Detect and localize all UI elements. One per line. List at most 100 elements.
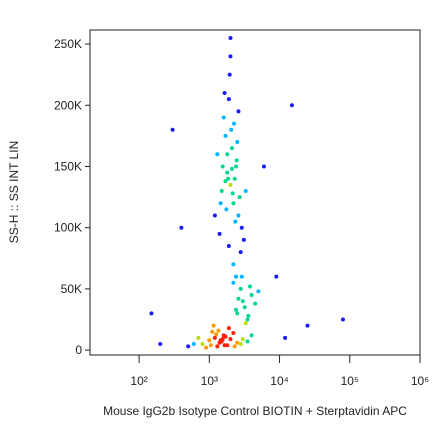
data-point [228, 54, 233, 59]
y-tick-label: 0 [75, 343, 82, 357]
data-point [229, 127, 234, 132]
data-point [228, 337, 233, 342]
data-point [249, 293, 254, 298]
data-point [207, 338, 212, 343]
x-tick-label: 10⁵ [341, 374, 359, 388]
data-point [242, 305, 247, 310]
data-point [235, 340, 240, 345]
data-point [228, 35, 233, 40]
data-point [217, 231, 222, 236]
data-point [219, 188, 224, 193]
y-tick-label: 250K [54, 37, 82, 51]
data-point [210, 329, 215, 334]
data-point [179, 225, 184, 230]
y-tick-label: 200K [54, 98, 82, 112]
data-point [170, 127, 175, 132]
data-point [222, 91, 227, 96]
data-point [243, 188, 248, 193]
y-axis-title: SS-H :: SS INT LIN [7, 141, 21, 243]
data-point [234, 307, 239, 312]
plot-frame [89, 29, 421, 356]
data-point [227, 72, 232, 77]
data-point [211, 323, 216, 328]
data-point [238, 286, 243, 291]
data-point [232, 176, 237, 181]
data-point [235, 140, 240, 145]
data-point [226, 97, 231, 102]
y-tick-label: 100K [54, 221, 82, 235]
data-point [222, 343, 227, 348]
x-tick-label: 10² [130, 374, 147, 388]
data-point [243, 321, 248, 326]
data-point [245, 339, 250, 344]
x-axis-title: Mouse IgG2b Isotype Control BIOTIN + Ste… [103, 404, 407, 418]
data-point [231, 201, 236, 206]
data-point [212, 213, 217, 218]
data-point [241, 237, 246, 242]
data-point [226, 176, 231, 181]
data-point [245, 317, 250, 322]
data-point [191, 341, 196, 346]
data-point [214, 332, 219, 337]
data-point [289, 103, 294, 108]
data-point [234, 274, 239, 279]
data-point [226, 326, 231, 331]
data-point [186, 344, 191, 349]
data-point [216, 328, 221, 333]
y-tick-label: 150K [54, 159, 82, 173]
data-point [224, 207, 229, 212]
data-point [283, 335, 288, 340]
data-point [238, 250, 243, 255]
data-point [204, 345, 209, 350]
data-point [234, 164, 239, 169]
data-point [200, 341, 205, 346]
data-point [230, 191, 235, 196]
data-point [208, 343, 213, 348]
data-point [215, 152, 220, 157]
x-tick-label: 10⁴ [270, 374, 289, 388]
x-tick-label: 10⁶ [411, 374, 429, 388]
data-point [240, 299, 245, 304]
data-point [305, 323, 310, 328]
data-point [234, 158, 239, 163]
data-point [221, 115, 226, 120]
data-point [237, 195, 242, 200]
data-point [248, 284, 253, 289]
data-point [196, 335, 201, 340]
data-point [215, 344, 220, 349]
data-point [253, 301, 258, 306]
data-point [235, 311, 240, 316]
data-point [232, 121, 237, 126]
data-point [249, 333, 254, 338]
data-point [229, 166, 234, 171]
data-point [220, 164, 225, 169]
data-point [149, 311, 154, 316]
data-point [212, 335, 217, 340]
data-point [231, 280, 236, 285]
x-tick-label: 10³ [201, 374, 218, 388]
data-point [232, 344, 237, 349]
data-point [261, 164, 266, 169]
data-point [231, 330, 236, 335]
data-point [340, 317, 345, 322]
data-point [218, 201, 223, 206]
data-point [236, 109, 241, 114]
data-point [229, 146, 234, 151]
data-point [223, 334, 228, 339]
data-point [238, 341, 243, 346]
data-point [220, 337, 225, 342]
data-point [228, 182, 233, 187]
data-point [223, 133, 228, 138]
data-point [246, 313, 251, 318]
data-point [239, 225, 244, 230]
data-point [256, 289, 261, 294]
data-point [236, 213, 241, 218]
data-point [233, 219, 238, 224]
data-point [223, 179, 228, 184]
data-point [236, 296, 241, 301]
data-point [231, 262, 236, 267]
y-tick-label: 50K [61, 282, 82, 296]
data-point [226, 244, 231, 249]
data-point [240, 337, 245, 342]
